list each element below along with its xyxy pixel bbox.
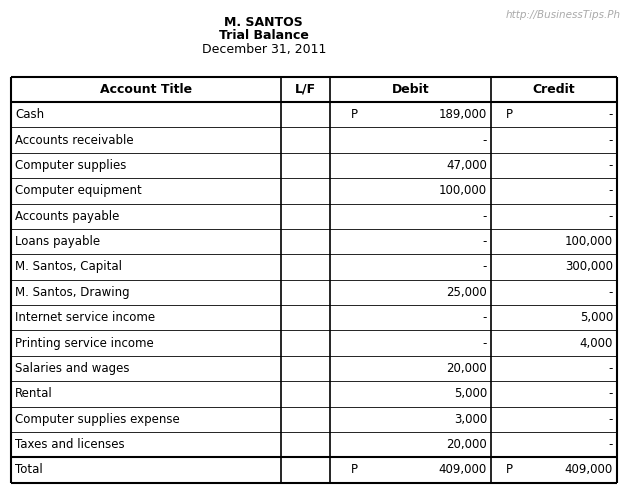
Text: -: - [483, 260, 487, 274]
Text: Computer supplies expense: Computer supplies expense [15, 413, 180, 426]
Text: M. SANTOS: M. SANTOS [224, 16, 303, 29]
Text: Accounts payable: Accounts payable [15, 210, 119, 223]
Text: M. Santos, Drawing: M. Santos, Drawing [15, 286, 130, 299]
Text: -: - [609, 159, 613, 172]
Text: 409,000: 409,000 [439, 463, 487, 477]
Text: Cash: Cash [15, 108, 44, 121]
Text: 100,000: 100,000 [439, 184, 487, 198]
Text: M. Santos, Capital: M. Santos, Capital [15, 260, 122, 274]
Text: 189,000: 189,000 [439, 108, 487, 121]
Text: Printing service income: Printing service income [15, 337, 154, 349]
Text: 5,000: 5,000 [454, 387, 487, 400]
Text: -: - [483, 134, 487, 147]
Text: -: - [609, 210, 613, 223]
Text: Trial Balance: Trial Balance [219, 29, 309, 42]
Text: Salaries and wages: Salaries and wages [15, 362, 129, 375]
Text: 20,000: 20,000 [447, 362, 487, 375]
Text: Credit: Credit [533, 83, 575, 96]
Text: Computer equipment: Computer equipment [15, 184, 142, 198]
Text: Rental: Rental [15, 387, 53, 400]
Text: 300,000: 300,000 [565, 260, 613, 274]
Text: Computer supplies: Computer supplies [15, 159, 126, 172]
Text: Taxes and licenses: Taxes and licenses [15, 438, 125, 451]
Text: L/F: L/F [295, 83, 316, 96]
Text: Account Title: Account Title [100, 83, 192, 96]
Text: P: P [351, 463, 358, 477]
Text: -: - [609, 286, 613, 299]
Text: -: - [483, 311, 487, 324]
Text: -: - [483, 337, 487, 349]
Text: Loans payable: Loans payable [15, 235, 100, 248]
Text: Internet service income: Internet service income [15, 311, 155, 324]
Text: -: - [609, 134, 613, 147]
Text: -: - [609, 108, 613, 121]
Text: -: - [483, 235, 487, 248]
Text: Debit: Debit [392, 83, 430, 96]
Text: 3,000: 3,000 [454, 413, 487, 426]
Text: -: - [609, 438, 613, 451]
Text: -: - [609, 413, 613, 426]
Text: P: P [351, 108, 358, 121]
Text: Accounts receivable: Accounts receivable [15, 134, 134, 147]
Text: -: - [609, 362, 613, 375]
Text: 20,000: 20,000 [447, 438, 487, 451]
Text: -: - [609, 387, 613, 400]
Text: P: P [506, 463, 513, 477]
Text: 25,000: 25,000 [447, 286, 487, 299]
Text: December 31, 2011: December 31, 2011 [202, 43, 326, 56]
Text: -: - [609, 184, 613, 198]
Text: P: P [506, 108, 513, 121]
Text: 4,000: 4,000 [580, 337, 613, 349]
Text: 47,000: 47,000 [446, 159, 487, 172]
Text: 100,000: 100,000 [565, 235, 613, 248]
Text: Total: Total [15, 463, 43, 477]
Text: http://BusinessTips.Ph: http://BusinessTips.Ph [506, 10, 620, 20]
Text: 5,000: 5,000 [580, 311, 613, 324]
Text: -: - [483, 210, 487, 223]
Text: 409,000: 409,000 [565, 463, 613, 477]
